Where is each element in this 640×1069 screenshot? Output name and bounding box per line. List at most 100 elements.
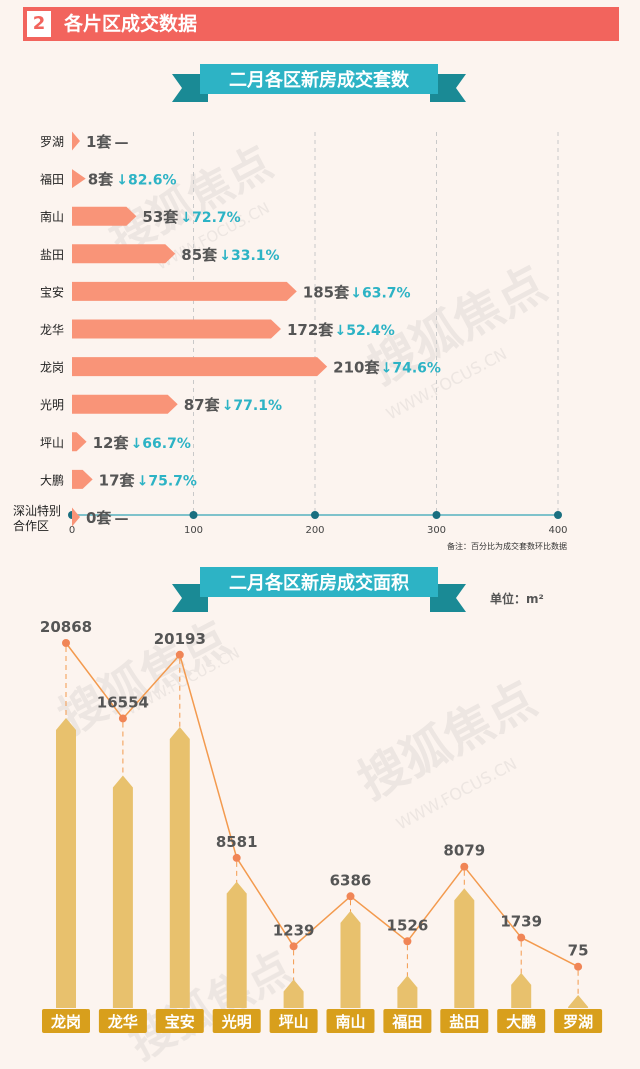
- chart1-note: 备注：百分比为成交套数环比数据: [447, 541, 567, 551]
- value-label: 12套: [93, 434, 130, 452]
- chart2-plot: 20868 16554 20193 8581 1239 6386 1526 8079 1739 7…: [40, 618, 603, 1033]
- category-label: 大鹏: [506, 1013, 536, 1031]
- x-tick-label: 200: [305, 525, 324, 536]
- category-label: 盐田: [449, 1013, 479, 1031]
- category-label-bg: [155, 1009, 204, 1033]
- data-point: [574, 962, 583, 971]
- ribbon-tail-right: [430, 74, 466, 102]
- bar: [397, 975, 418, 1008]
- data-point: [346, 892, 355, 901]
- category-label-bg: [554, 1009, 603, 1033]
- change-label: —: [115, 135, 129, 151]
- value-label: 1239: [273, 921, 315, 939]
- bar: [112, 775, 133, 1008]
- category-label-bg: [42, 1009, 90, 1033]
- category-label: 龙岗: [40, 361, 64, 375]
- axis-tick-dot: [432, 511, 441, 519]
- value-label: 53套: [142, 208, 179, 226]
- bar: [72, 281, 297, 301]
- category-label: 大鹏: [40, 473, 64, 487]
- ribbon-band: [200, 64, 438, 94]
- change-label: —: [115, 511, 129, 527]
- value-label: 87套: [184, 396, 221, 414]
- bar: [568, 995, 589, 1008]
- category-label-bg: [383, 1009, 432, 1033]
- bar: [72, 394, 178, 414]
- category-label: 坪山: [279, 1013, 309, 1031]
- data-point: [175, 650, 184, 659]
- data-point: [403, 937, 412, 946]
- bar: [72, 319, 281, 339]
- value-label: 20193: [154, 630, 206, 648]
- value-label: 1套: [86, 133, 112, 151]
- series-line: [65, 642, 579, 968]
- category-label-bg: [269, 1009, 318, 1033]
- change-label: ↓52.4%: [334, 323, 394, 339]
- category-label: 光明: [221, 1013, 252, 1031]
- category-label-bg: [440, 1009, 489, 1033]
- x-tick-label: 400: [548, 525, 567, 536]
- category-label: 福田: [391, 1013, 422, 1031]
- category-label: 龙华: [107, 1013, 138, 1031]
- change-label: ↓63.7%: [350, 285, 410, 301]
- category-label: 龙岗: [50, 1013, 81, 1031]
- value-label: 172套: [287, 321, 334, 339]
- value-label: 1526: [387, 916, 429, 934]
- value-label: 8套: [88, 171, 114, 189]
- value-label: 0套: [86, 509, 112, 527]
- ribbon-tail-left: [172, 74, 208, 102]
- category-label: 宝安: [165, 1013, 195, 1031]
- bar: [283, 979, 304, 1008]
- ribbon-tail-right: [430, 584, 466, 612]
- value-label: 6386: [330, 871, 372, 889]
- chart2-title: 二月各区新房成交面积: [229, 572, 409, 594]
- bar: [72, 244, 176, 264]
- axis-tick-dot: [189, 511, 198, 519]
- change-label: ↓72.7%: [180, 210, 240, 226]
- x-tick-label: 300: [427, 525, 446, 536]
- section-title: 各片区成交数据: [64, 13, 198, 35]
- category-label: 宝安: [40, 284, 64, 299]
- value-label: 16554: [97, 693, 149, 711]
- value-label: 8079: [443, 842, 485, 860]
- change-label: ↓75.7%: [137, 473, 197, 489]
- value-label: 85套: [181, 246, 218, 264]
- axis-tick-dot: [554, 511, 562, 519]
- bar: [226, 881, 247, 1008]
- chart2-unit-label: 单位：m²: [490, 591, 544, 606]
- bar: [72, 357, 328, 377]
- ribbon-tail-left: [172, 584, 208, 612]
- data-point: [517, 933, 526, 942]
- data-point: [460, 862, 469, 871]
- bar: [169, 726, 190, 1008]
- category-label-bg: [212, 1009, 261, 1033]
- category-label: 合作区: [13, 518, 49, 533]
- bar: [454, 888, 475, 1008]
- data-point: [62, 639, 70, 647]
- bar: [72, 206, 137, 226]
- data-point: [232, 853, 241, 862]
- category-label-bg: [98, 1009, 147, 1033]
- change-label: ↓82.6%: [116, 173, 176, 189]
- x-tick-label: 0: [69, 525, 75, 536]
- data-point: [289, 942, 298, 951]
- bar: [56, 718, 76, 1008]
- value-label: 17套: [99, 471, 136, 489]
- value-label: 210套: [333, 359, 380, 377]
- bar: [72, 507, 80, 527]
- category-label: 龙华: [40, 323, 64, 337]
- bar: [340, 910, 361, 1008]
- change-label: ↓77.1%: [222, 398, 282, 414]
- data-point: [118, 714, 127, 723]
- chart1-title: 二月各区新房成交套数: [229, 69, 410, 91]
- bar: [511, 972, 532, 1008]
- ribbon-band: [200, 567, 438, 597]
- change-label: ↓66.7%: [131, 436, 191, 452]
- axis-tick-dot: [311, 511, 319, 519]
- x-tick-label: 100: [184, 525, 203, 536]
- watermark-text: 搜狐焦点: [121, 942, 300, 1069]
- category-label: 光明: [40, 398, 64, 412]
- category-label: 罗湖: [563, 1013, 593, 1031]
- category-label: 坪山: [40, 436, 64, 450]
